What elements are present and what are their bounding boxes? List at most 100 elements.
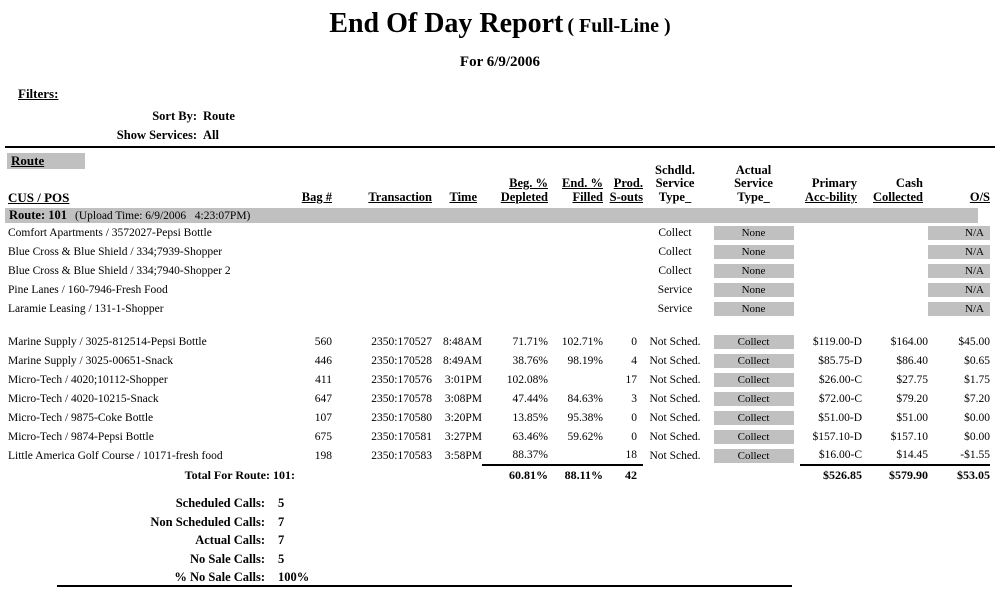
column-header-line: Filled: [572, 189, 603, 204]
os-na-box: N/A: [928, 282, 990, 297]
actual-value-cell: Collect: [707, 446, 800, 465]
column-header-line: Acc-bility: [804, 189, 857, 204]
schdld-value-cell: Not Sched.: [649, 354, 701, 367]
os-na-box: N/A: [928, 244, 990, 259]
trans-value-cell: 2350:170578: [371, 392, 432, 405]
beg-value-cell: 38.76%: [512, 354, 548, 367]
cus-pos-value: Pine Lanes / 160-7946-Fresh Food: [8, 283, 168, 296]
time-value-cell: 3:20PM: [444, 411, 482, 424]
cus-pos-value: Micro-Tech / 9874-Pepsi Bottle: [8, 430, 154, 443]
cus-pos-value: Micro-Tech / 9875-Coke Bottle: [8, 411, 154, 424]
os-value-cell: $0.00: [964, 430, 990, 443]
actual-value-cell: None: [707, 280, 800, 299]
column-header-prod[interactable]: Prod. S-outs: [603, 148, 643, 207]
actual-service-box: Collect: [713, 448, 794, 463]
summary-label: No Sale Calls:: [190, 551, 265, 566]
column-header-line: O/S: [969, 189, 990, 204]
end-value-cell: [548, 223, 603, 242]
beg-value-cell: 102.08%: [506, 373, 548, 386]
trans-value-cell: 2350:170583: [371, 449, 432, 462]
beg-value-cell: 71.71%: [512, 335, 548, 348]
beg-value-cell: 88.37%: [512, 449, 548, 461]
cus-pos-header[interactable]: CUS / POS: [8, 189, 70, 205]
empty-cell: [432, 465, 482, 485]
summary-label: Actual Calls:: [195, 533, 265, 547]
column-header-line: Depleted: [500, 189, 548, 204]
sort-by-label: Sort By:: [152, 109, 197, 123]
bag-value-cell: 647: [314, 392, 332, 405]
report-table: Route CUS / POS Bag # Transaction Time Beg.…: [5, 148, 990, 485]
cus-pos-value: Blue Cross & Blue Shield / 334;7940-Shop…: [8, 264, 231, 277]
prod-value-cell: 0: [631, 411, 637, 424]
end-value-cell: [548, 370, 603, 389]
prod-value-cell: 3: [631, 392, 637, 405]
beg-value-cell: 63.46%: [512, 430, 548, 443]
os-value-cell: $0.65: [964, 354, 990, 367]
report-title-suffix: ( Full-Line ): [567, 15, 671, 37]
bag-value-cell: 107: [314, 411, 332, 424]
table-row: Laramie Leasing / 131-1-Shopper Service No…: [5, 299, 990, 318]
column-header-schdld[interactable]: Schdld. Service Type_: [643, 148, 707, 207]
column-header-actual[interactable]: Actual Service Type_: [707, 148, 800, 207]
column-header-bag[interactable]: Bag #: [295, 148, 335, 207]
cus-pos-value: Micro-Tech / 4020;10112-Shopper: [8, 373, 168, 386]
actual-service-box: Collect: [713, 353, 794, 368]
summary-value: 7: [278, 533, 285, 547]
sort-by-value: Route: [203, 109, 235, 123]
summary-label: % No Sale Calls:: [174, 570, 265, 584]
empty-cell: [295, 465, 335, 485]
column-header-row: Route CUS / POS Bag # Transaction Time Beg.…: [5, 148, 990, 207]
page-title: End Of Day Report( Full-Line ): [0, 8, 1000, 42]
cash-value-cell: $14.45: [896, 449, 928, 461]
actual-value-cell: Collect: [707, 389, 800, 408]
primary-value-cell: $157.10-D: [812, 430, 862, 443]
cash-value-cell: $157.10: [890, 430, 928, 443]
cash-value-cell: [862, 223, 928, 242]
beg-value-cell: [482, 223, 548, 242]
summary-row: Scheduled Calls: 5: [5, 494, 1000, 513]
schdld-value-cell: Collect: [658, 245, 692, 258]
time-value-cell: [432, 280, 482, 299]
column-header-time[interactable]: Time: [432, 148, 482, 207]
column-header-end[interactable]: End. % Filled: [548, 148, 603, 207]
column-header-beg[interactable]: Beg. % Depleted: [482, 148, 548, 207]
primary-value-cell: $119.00-D: [812, 335, 862, 348]
time-value-cell: 8:48AM: [443, 335, 482, 348]
spacer-cell: [5, 318, 990, 332]
bag-value-cell: 446: [314, 354, 332, 367]
route-group-row: Route: 101 (Upload Time: 6/9/2006 4:23:07…: [5, 207, 990, 223]
column-header-primary[interactable]: Primary Acc-bility: [800, 148, 862, 207]
column-header-line: Actual: [735, 162, 772, 177]
column-header-cash[interactable]: Cash Collected: [862, 148, 928, 207]
summary-label: Scheduled Calls:: [175, 496, 265, 510]
os-value-cell: N/A: [928, 223, 990, 242]
table-row: Little America Golf Course / 10171-fresh…: [5, 446, 990, 465]
cash-value-cell: $79.20: [896, 392, 928, 405]
end-value-cell: 102.71%: [561, 335, 603, 348]
time-value-cell: 3:27PM: [444, 430, 482, 443]
prod-value-cell: [603, 280, 643, 299]
bag-value-cell: 560: [314, 335, 332, 348]
beg-value-cell: 47.44%: [512, 392, 548, 405]
column-header-trans[interactable]: Transaction: [335, 148, 432, 207]
cus-pos-value: Comfort Apartments / 3572027-Pepsi Bottl…: [8, 226, 212, 239]
actual-service-box: Collect: [713, 334, 794, 349]
column-header-line: Beg. %: [509, 176, 548, 190]
cus-pos-value: Laramie Leasing / 131-1-Shopper: [8, 302, 164, 315]
route-group-header: Route: 101 (Upload Time: 6/9/2006 4:23:07…: [5, 207, 978, 223]
summary-label: Non Scheduled Calls:: [150, 514, 265, 529]
route-sort-header[interactable]: Route: [7, 153, 85, 169]
end-value-cell: [548, 299, 603, 318]
actual-value-cell: Collect: [707, 408, 800, 427]
summary-row: Actual Calls: 7: [5, 531, 1000, 550]
header-divider: [5, 146, 995, 148]
cus-pos-header-cell: Route CUS / POS: [5, 148, 295, 207]
cash-value-cell: [862, 299, 928, 318]
os-value-cell: $45.00: [958, 335, 990, 348]
time-value-cell: 3:01PM: [444, 373, 482, 386]
column-header-os[interactable]: O/S: [928, 148, 990, 207]
os-value-cell: -$1.55: [960, 449, 990, 461]
schdld-value-cell: Not Sched.: [649, 373, 701, 386]
os-value-cell: N/A: [928, 261, 990, 280]
